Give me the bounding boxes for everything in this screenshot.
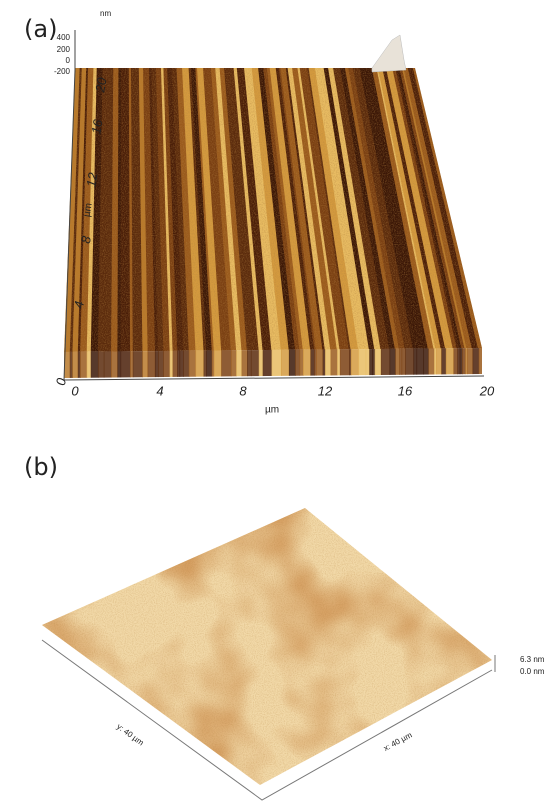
z-tick-label: 0 bbox=[66, 56, 71, 65]
front-stripe bbox=[303, 346, 311, 380]
x-axis-label: µm bbox=[265, 405, 279, 416]
front-stripe bbox=[473, 346, 480, 380]
x-tick-label: 16 bbox=[398, 383, 413, 398]
front-stripe bbox=[479, 346, 486, 380]
front-stripe bbox=[158, 346, 164, 380]
front-stripe bbox=[281, 346, 290, 380]
front-stripe bbox=[453, 346, 458, 380]
x-tick-label: 20 bbox=[479, 383, 495, 398]
front-stripe bbox=[358, 346, 366, 380]
front-stripe bbox=[300, 346, 304, 380]
front-stripe bbox=[295, 346, 300, 380]
front-stripe bbox=[189, 346, 196, 380]
front-stripe bbox=[259, 346, 264, 380]
front-stripe bbox=[405, 346, 414, 380]
front-stripe bbox=[214, 346, 222, 380]
z-scale-min: 0.0 nm bbox=[520, 667, 545, 676]
front-stripe bbox=[316, 346, 323, 380]
front-stripe bbox=[351, 346, 359, 380]
front-stripe bbox=[183, 346, 189, 380]
front-stripe bbox=[325, 346, 331, 380]
panel-label: (a) bbox=[24, 15, 57, 43]
front-stripe bbox=[417, 346, 424, 380]
panel-label: (b) bbox=[24, 453, 58, 481]
front-stripe bbox=[381, 346, 390, 380]
front-stripe bbox=[196, 346, 205, 380]
z-axis-unit: nm bbox=[100, 9, 111, 18]
front-stripe bbox=[206, 346, 212, 380]
x-tick-label: 8 bbox=[239, 383, 247, 398]
z-tick-label: 200 bbox=[57, 45, 71, 54]
front-stripe bbox=[310, 346, 315, 380]
front-stripe bbox=[180, 346, 184, 380]
figure: (a) nm µm µm (b) 6.3 nm 0.0 nm y: 40 µm … bbox=[0, 0, 553, 803]
front-stripe bbox=[231, 346, 237, 380]
front-stripe bbox=[340, 346, 350, 380]
z-scale-max: 6.3 nm bbox=[520, 655, 545, 664]
front-stripe bbox=[375, 346, 382, 380]
front-stripe bbox=[251, 346, 259, 380]
front-stripe bbox=[402, 346, 406, 380]
front-stripe bbox=[428, 346, 434, 380]
x-tick-label: 0 bbox=[71, 383, 79, 398]
front-stripe bbox=[441, 346, 446, 380]
front-stripe bbox=[289, 346, 296, 380]
front-stripe bbox=[446, 346, 454, 380]
y-axis-label: y: 40 µm bbox=[115, 722, 146, 748]
front-stripe bbox=[236, 346, 242, 380]
front-stripe bbox=[247, 346, 251, 380]
front-stripe bbox=[221, 346, 231, 380]
front-stripe bbox=[467, 346, 473, 380]
front-stripe bbox=[163, 346, 170, 380]
surface-texture bbox=[40, 505, 495, 790]
x-tick-label: 4 bbox=[156, 383, 163, 398]
x-tick-label: 12 bbox=[318, 383, 333, 398]
front-stripe bbox=[173, 346, 178, 380]
front-stripe bbox=[436, 346, 442, 380]
front-stripe bbox=[366, 346, 370, 380]
z-tick-label: 400 bbox=[57, 33, 71, 42]
front-stripe bbox=[423, 346, 429, 380]
front-stripe bbox=[242, 346, 248, 380]
spike bbox=[372, 35, 406, 72]
x-axis-label: x: 40 µm bbox=[382, 730, 414, 753]
front-stripe bbox=[263, 346, 272, 380]
front-stripe bbox=[395, 346, 400, 380]
surface-texture bbox=[60, 60, 490, 360]
front-stripe bbox=[272, 346, 282, 380]
front-stripe bbox=[331, 346, 338, 380]
z-tick-label: -200 bbox=[54, 67, 71, 76]
front-stripe bbox=[390, 346, 396, 380]
